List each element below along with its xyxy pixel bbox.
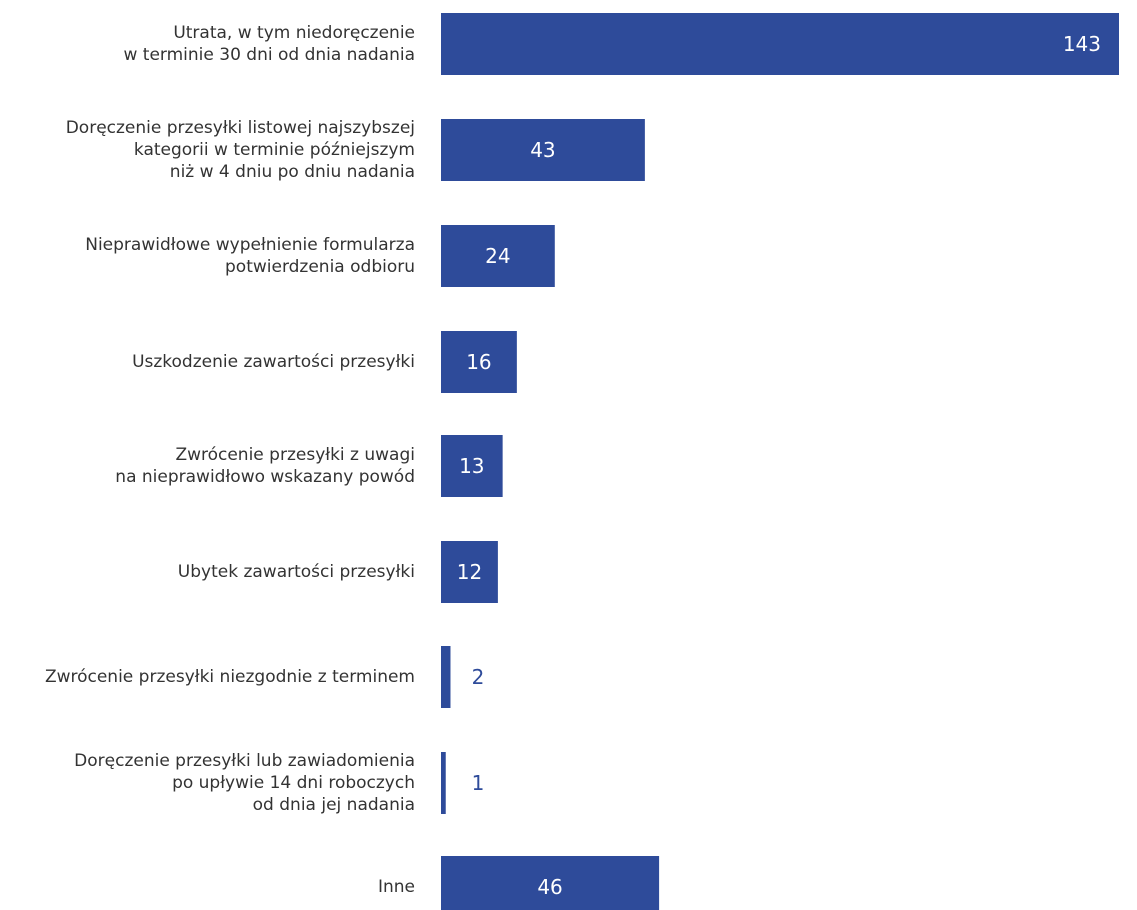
- bar-value-label: 143: [1063, 32, 1101, 56]
- category-label: Utrata, w tym niedoręczenie w terminie 30…: [123, 23, 415, 65]
- category-label: Doręczenie przesyłki lub zawiadomienia po…: [74, 751, 415, 815]
- category-label-line: potwierdzenia odbioru: [225, 257, 415, 277]
- category-label-line: Utrata, w tym niedoręczenie: [173, 23, 415, 43]
- bar-value-label: 1: [472, 771, 485, 795]
- category-label-line: Nieprawidłowe wypełnienie formularza: [85, 235, 415, 255]
- category-label-line: Inne: [378, 877, 415, 897]
- bar: [441, 119, 645, 181]
- bar: [441, 435, 503, 497]
- category-label-line: po upływie 14 dni roboczych: [172, 773, 415, 793]
- bar: [441, 856, 660, 910]
- category-label-line: Zwrócenie przesyłki z uwagi: [175, 445, 415, 465]
- category-label-line: w terminie 30 dni od dnia nadania: [123, 45, 415, 65]
- category-label-line: Ubytek zawartości przesyłki: [178, 562, 415, 582]
- category-label-line: Doręczenie przesyłki lub zawiadomienia: [74, 751, 415, 771]
- category-label: Uszkodzenie zawartości przesyłki: [132, 352, 415, 372]
- bar-value-label: 2: [472, 665, 485, 689]
- bar: [441, 646, 451, 708]
- bar: [441, 541, 498, 603]
- bar-value-label: 43: [530, 138, 555, 162]
- bar-value-label: 24: [485, 244, 510, 268]
- bar-value-label: 46: [537, 875, 562, 899]
- category-label-line: Doręczenie przesyłki listowej najszybsze…: [66, 118, 415, 138]
- category-label: Ubytek zawartości przesyłki: [178, 562, 415, 582]
- category-label-line: od dnia jej nadania: [253, 795, 415, 815]
- category-label-line: na nieprawidłowo wskazany powód: [115, 467, 415, 487]
- category-label-line: kategorii w terminie późniejszym: [134, 140, 415, 160]
- category-label-line: Uszkodzenie zawartości przesyłki: [132, 352, 415, 372]
- bar: [441, 752, 446, 814]
- category-label: Nieprawidłowe wypełnienie formularza potw…: [85, 235, 415, 277]
- bar: [441, 331, 517, 393]
- category-label: Zwrócenie przesyłki z uwagi na nieprawidł…: [115, 445, 415, 487]
- bar-value-label: 12: [457, 560, 482, 584]
- category-label: Inne: [378, 877, 415, 897]
- category-label: Doręczenie przesyłki listowej najszybsze…: [66, 118, 415, 182]
- bar: [441, 225, 555, 287]
- category-label-line: Zwrócenie przesyłki niezgodnie z termine…: [45, 667, 415, 687]
- bar: [441, 13, 1119, 75]
- category-label-line: niż w 4 dniu po dniu nadania: [170, 162, 415, 182]
- category-label: Zwrócenie przesyłki niezgodnie z termine…: [45, 667, 415, 687]
- bar-value-label: 16: [466, 350, 491, 374]
- bar-value-label: 13: [459, 454, 484, 478]
